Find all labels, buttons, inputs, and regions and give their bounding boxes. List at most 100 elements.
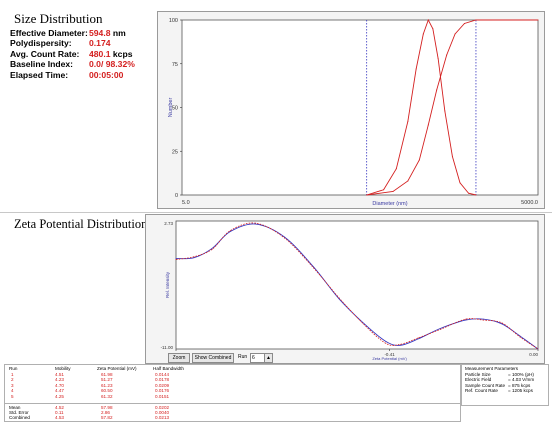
data-point xyxy=(422,33,424,35)
data-point xyxy=(519,335,521,337)
stat-label: Baseline Index: xyxy=(10,59,74,70)
stat-baseline-index: Baseline Index: 0.0/ 98.32% xyxy=(10,59,160,69)
table-cell: 0.0209 xyxy=(155,382,170,388)
summary-label: Std. Error xyxy=(9,410,29,416)
data-point xyxy=(407,121,409,122)
data-point xyxy=(501,322,503,324)
data-point xyxy=(463,23,465,24)
data-point xyxy=(454,33,456,35)
data-point xyxy=(395,168,397,170)
data-point xyxy=(427,124,429,126)
summary-cell: 4.52 xyxy=(55,405,64,410)
table-header-mobility: Mobility xyxy=(55,366,71,371)
y-tick-label: 2.73 xyxy=(164,221,173,226)
table-cell: 4.47 xyxy=(55,388,64,394)
data-point xyxy=(255,222,257,224)
data-point xyxy=(407,180,409,182)
data-point xyxy=(383,189,385,191)
data-point xyxy=(483,318,485,320)
table-cell: 60.50 xyxy=(101,388,113,394)
param-value: = 875 kcps xyxy=(508,382,531,388)
avg-count-rate-value: 480.1 xyxy=(89,48,111,59)
table-cell: 61.32 xyxy=(101,393,113,399)
data-point xyxy=(475,19,477,21)
effective-diameter-unit: nm xyxy=(112,28,126,38)
size-distribution-chart: 100 75 50 25 0 5.0 5000.0 Diameter (nm) Number xyxy=(168,18,539,207)
summary-cell: 4.53 xyxy=(55,415,64,421)
stat-polydispersity: Polydispersity: 0.174 xyxy=(10,38,160,48)
stat-avg-count-rate: Avg. Count Rate: 480.1 kcps xyxy=(10,49,160,59)
summary-cell: 2.86 xyxy=(101,410,110,416)
stat-value: 480.1 kcps xyxy=(89,49,133,59)
y-tick-label: 50 xyxy=(172,106,178,112)
summary-label: Combined xyxy=(9,415,30,421)
table-cell: 0.0151 xyxy=(155,393,170,399)
table-header-zeta: Zeta Potential (mV) xyxy=(97,366,137,371)
data-point xyxy=(211,247,213,249)
data-point xyxy=(255,223,257,225)
table-divider xyxy=(5,403,460,404)
table-cell: 0.0144 xyxy=(155,372,170,377)
run-selector[interactable]: 6 xyxy=(250,353,265,363)
data-point xyxy=(366,194,368,196)
y-axis-label: Rel. Intensity xyxy=(165,271,170,298)
summary-label: Mean xyxy=(9,405,21,410)
data-point xyxy=(400,343,401,345)
data-point xyxy=(519,336,521,338)
data-point xyxy=(193,256,195,258)
param-label: Ref. Count Rate xyxy=(465,388,498,394)
stat-value: 594.8 nm xyxy=(89,28,126,38)
data-point xyxy=(490,19,492,21)
summary-cell: 0.0040 xyxy=(155,410,170,416)
data-point xyxy=(415,68,417,70)
x-axis-label: Diameter (nm) xyxy=(372,201,407,207)
data-point xyxy=(175,258,177,259)
y-tick-label: 25 xyxy=(172,149,178,155)
param-value: = 100% (pH) xyxy=(508,372,534,377)
run-spin-icon[interactable]: ▲ xyxy=(264,353,273,363)
y-tick-label: -11.00 xyxy=(161,345,174,350)
y-axis-label: Number xyxy=(168,98,174,118)
param-label: Particle Size xyxy=(465,372,491,377)
run-label: Run xyxy=(238,354,248,360)
data-point xyxy=(537,348,539,350)
data-point xyxy=(211,248,213,250)
x-tick-label: 5.0 xyxy=(182,200,190,206)
stat-label: Effective Diameter: xyxy=(10,28,88,38)
measured-curve xyxy=(175,222,539,350)
summary-cell: 0.11 xyxy=(55,410,64,416)
data-point xyxy=(459,182,461,184)
data-point xyxy=(475,194,477,196)
summary-cell: 0.0213 xyxy=(155,415,170,421)
summary-cell: 57.82 xyxy=(101,415,113,421)
data-point xyxy=(444,110,446,112)
elapsed-time-value: 00:05:00 xyxy=(89,69,124,80)
stat-label: Elapsed Time: xyxy=(10,69,69,80)
params-title: Measurement Parameters xyxy=(465,366,519,371)
section-divider xyxy=(0,212,552,213)
data-point xyxy=(437,58,439,59)
show-combined-button[interactable]: Show Combined xyxy=(192,353,234,363)
effective-diameter-value: 594.8 xyxy=(89,28,111,38)
baseline-index-value: 0.0/ 98.32% xyxy=(89,59,135,70)
summary-cell: 0.0202 xyxy=(155,405,170,410)
plot-area xyxy=(175,220,539,350)
param-label: Sample Count Rate xyxy=(465,382,506,388)
table-cell: 4.23 xyxy=(55,377,64,383)
table-cell: 0.0178 xyxy=(155,377,170,383)
data-point xyxy=(446,54,448,56)
stat-label: Polydispersity: xyxy=(10,38,72,49)
param-value: = 4.03 V/mm xyxy=(508,377,535,383)
data-point xyxy=(284,236,285,238)
data-point xyxy=(284,237,285,239)
size-chart-panel: 100 75 50 25 0 5.0 5000.0 Diameter (nm) Number xyxy=(157,11,545,209)
y-tick-label: 100 xyxy=(169,18,178,24)
data-point xyxy=(436,89,438,91)
x-tick-label: 5000.0 xyxy=(521,200,538,206)
zoom-button[interactable]: Zoom xyxy=(168,353,190,363)
data-point xyxy=(193,257,195,259)
data-point xyxy=(537,19,539,21)
table-cell: 61.98 xyxy=(101,372,113,377)
